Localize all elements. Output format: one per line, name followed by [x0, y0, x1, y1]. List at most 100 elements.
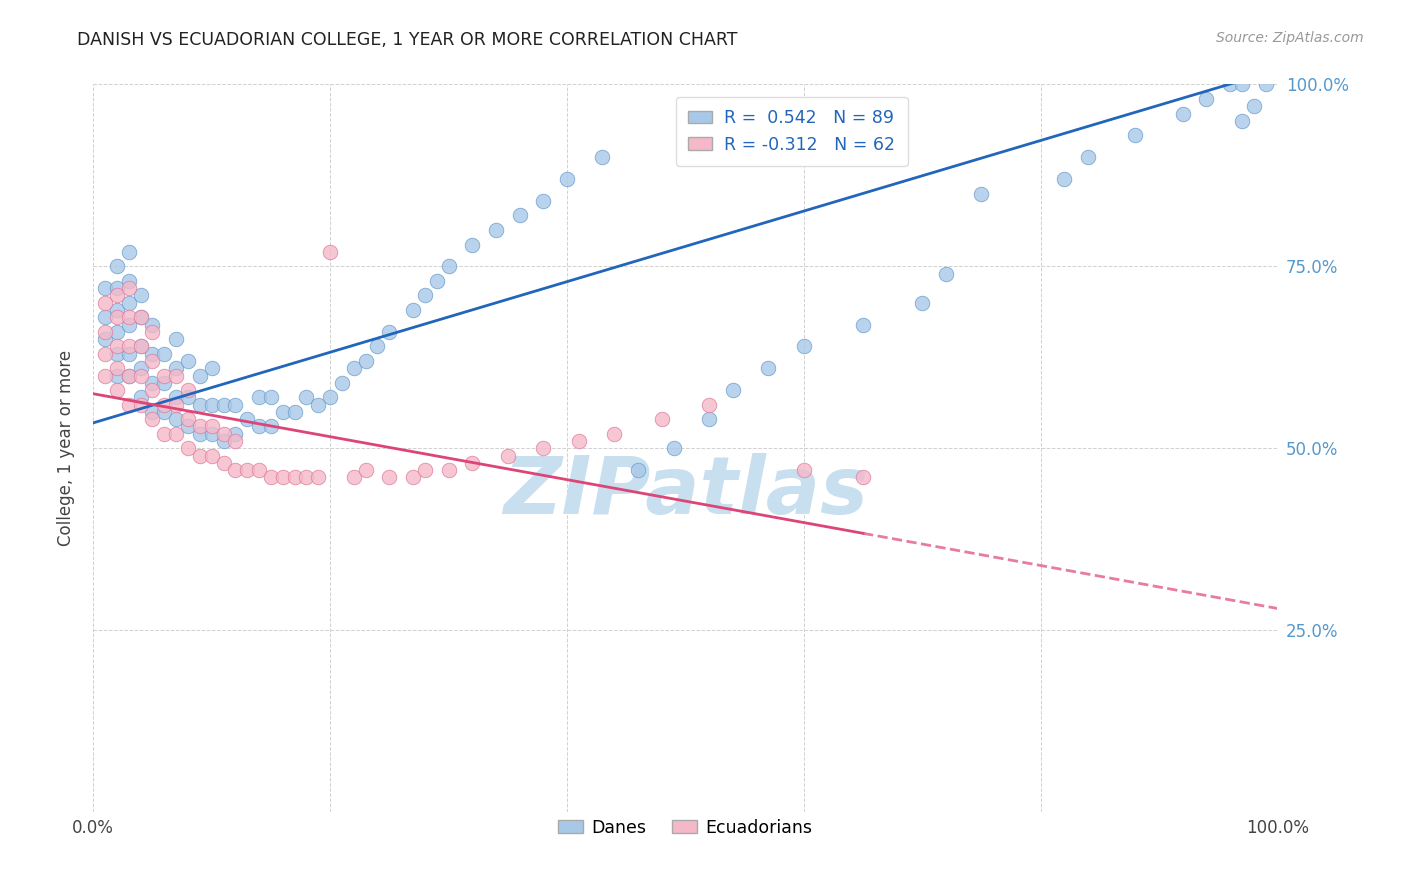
Point: [793, 463, 815, 477]
Point: [118, 347, 141, 361]
Point: [118, 318, 141, 332]
Point: [141, 347, 163, 361]
Point: [284, 405, 307, 419]
Point: [319, 391, 342, 405]
Point: [105, 310, 128, 325]
Point: [911, 295, 934, 310]
Point: [118, 368, 141, 383]
Point: [129, 310, 152, 325]
Point: [402, 303, 425, 318]
Point: [201, 426, 224, 441]
Point: [153, 426, 176, 441]
Point: [141, 354, 163, 368]
Point: [970, 186, 993, 201]
Point: [271, 470, 294, 484]
Point: [201, 361, 224, 376]
Point: [935, 267, 957, 281]
Point: [343, 470, 366, 484]
Point: [118, 244, 141, 259]
Point: [260, 470, 283, 484]
Point: [129, 288, 152, 302]
Point: [165, 368, 187, 383]
Point: [1171, 106, 1194, 120]
Point: [188, 426, 211, 441]
Point: [721, 383, 744, 397]
Point: [188, 398, 211, 412]
Point: [105, 303, 128, 318]
Point: [1219, 78, 1241, 92]
Point: [295, 391, 318, 405]
Point: [284, 470, 307, 484]
Point: [141, 412, 163, 426]
Point: [354, 354, 377, 368]
Legend: Danes, Ecuadorians: Danes, Ecuadorians: [551, 812, 820, 844]
Point: [555, 172, 578, 186]
Point: [307, 398, 329, 412]
Point: [118, 295, 141, 310]
Point: [105, 361, 128, 376]
Y-axis label: College, 1 year or more: College, 1 year or more: [58, 351, 75, 547]
Point: [105, 325, 128, 339]
Point: [141, 318, 163, 332]
Point: [153, 376, 176, 390]
Point: [153, 347, 176, 361]
Point: [94, 325, 117, 339]
Point: [188, 368, 211, 383]
Point: [118, 274, 141, 288]
Point: [165, 398, 187, 412]
Point: [165, 426, 187, 441]
Point: [1243, 99, 1265, 113]
Point: [165, 361, 187, 376]
Point: [426, 274, 449, 288]
Point: [105, 368, 128, 383]
Point: [330, 376, 353, 390]
Point: [437, 260, 460, 274]
Point: [402, 470, 425, 484]
Point: [413, 463, 436, 477]
Point: [118, 310, 141, 325]
Point: [1125, 128, 1147, 143]
Point: [224, 426, 246, 441]
Point: [247, 391, 270, 405]
Point: [651, 412, 673, 426]
Point: [129, 391, 152, 405]
Point: [201, 398, 224, 412]
Point: [94, 295, 117, 310]
Point: [413, 288, 436, 302]
Point: [141, 325, 163, 339]
Point: [1230, 113, 1253, 128]
Point: [793, 339, 815, 353]
Point: [212, 398, 235, 412]
Point: [591, 150, 613, 164]
Point: [224, 434, 246, 448]
Point: [118, 398, 141, 412]
Point: [212, 434, 235, 448]
Point: [354, 463, 377, 477]
Point: [568, 434, 591, 448]
Point: [852, 318, 875, 332]
Point: [153, 398, 176, 412]
Point: [461, 237, 484, 252]
Point: [212, 456, 235, 470]
Point: [295, 470, 318, 484]
Point: [461, 456, 484, 470]
Point: [319, 244, 342, 259]
Point: [94, 332, 117, 346]
Point: [697, 412, 720, 426]
Point: [177, 419, 200, 434]
Point: [212, 426, 235, 441]
Point: [1053, 172, 1076, 186]
Point: [165, 391, 187, 405]
Point: [141, 383, 163, 397]
Point: [105, 260, 128, 274]
Point: [496, 449, 519, 463]
Point: [94, 310, 117, 325]
Point: [627, 463, 650, 477]
Point: [271, 405, 294, 419]
Point: [129, 368, 152, 383]
Point: [378, 470, 401, 484]
Point: [129, 361, 152, 376]
Point: [105, 383, 128, 397]
Point: [1254, 78, 1277, 92]
Point: [105, 347, 128, 361]
